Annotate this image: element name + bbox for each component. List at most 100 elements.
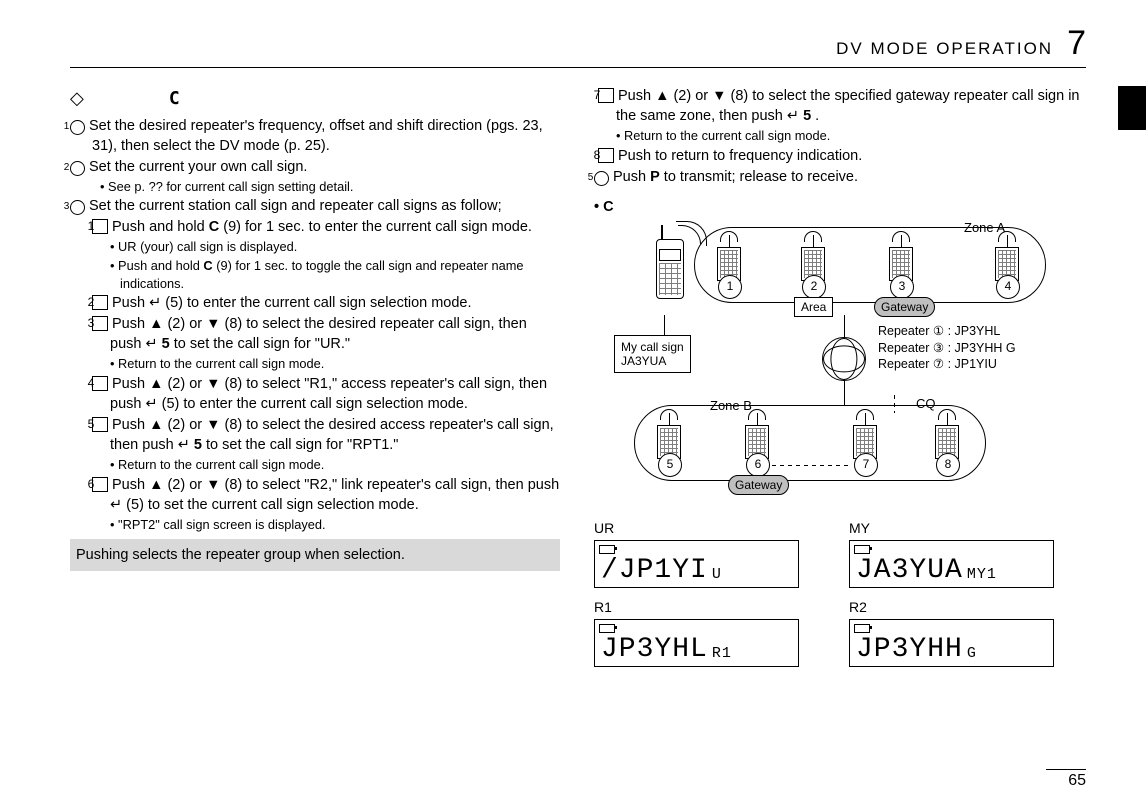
substep-6-note: • "RPT2" call sign screen is displayed. xyxy=(70,516,560,534)
substep-5-note: • Return to the current call sign mode. xyxy=(70,456,560,474)
handset-icon xyxy=(656,239,684,299)
substep-7-b: . xyxy=(811,108,819,124)
node-6: 6 xyxy=(746,453,770,477)
mycall-leader xyxy=(664,315,665,335)
battery-icon xyxy=(854,545,870,554)
lcd-r1-screen: JP3YHL R1 xyxy=(594,619,799,667)
lcd-ur-screen: /JP1YI U xyxy=(594,540,799,588)
bullet-c: • C xyxy=(594,197,1086,217)
substep-8-text: Push to return to frequency indication. xyxy=(618,148,862,164)
gateway-a-label: Gateway xyxy=(874,297,935,318)
key-5a: 5 xyxy=(162,336,170,352)
link-a-globe xyxy=(844,315,845,339)
box-3: 3 xyxy=(92,316,108,331)
lcd-r1-big: JP3YHL xyxy=(601,636,708,664)
lcd-r1: R1 JP3YHL R1 xyxy=(594,598,799,667)
repeater-5-icon xyxy=(654,413,684,459)
battery-icon xyxy=(854,624,870,633)
node-4: 4 xyxy=(996,275,1020,299)
circle-2: 2 xyxy=(70,161,85,176)
substep-3: 3Push ▲ (2) or ▼ (8) to select the desir… xyxy=(70,314,560,354)
substep-6: 6Push ▲ (2) or ▼ (8) to select "R2," lin… xyxy=(70,475,560,515)
step-2: 2 Set the current your own call sign. xyxy=(70,157,560,177)
lcd-my-screen: JA3YUA MY1 xyxy=(849,540,1054,588)
substep-4: 4Push ▲ (2) or ▼ (8) to select "R1," acc… xyxy=(70,374,560,414)
repeater-4-icon xyxy=(992,235,1022,281)
lcd-ur-title: UR xyxy=(594,519,799,538)
node-2: 2 xyxy=(802,275,826,299)
substep-7: 7Push ▲ (2) or ▼ (8) to select the speci… xyxy=(594,86,1086,126)
left-column: ◇ C 1Set the desired repeater's frequenc… xyxy=(70,86,560,667)
substep-8: 8 Push to return to frequency indication. xyxy=(594,146,1086,166)
lcd-ur: UR /JP1YI U xyxy=(594,519,799,588)
gateway-b-label: Gateway xyxy=(728,475,789,496)
substep-5: 5Push ▲ (2) or ▼ (8) to select the desir… xyxy=(70,415,560,455)
substep-1-b: (9) for 1 sec. to enter the current call… xyxy=(219,219,532,235)
subsection-heading: ◇ C xyxy=(70,86,560,112)
rpt-line-1: Repeater ① : JP3YHL xyxy=(878,323,1016,340)
repeater-2-icon xyxy=(798,235,828,281)
node-3: 3 xyxy=(890,275,914,299)
substep-7-note: • Return to the current call sign mode. xyxy=(594,127,1086,145)
battery-icon xyxy=(599,545,615,554)
box-6: 6 xyxy=(92,477,108,492)
page-header: DV MODE OPERATION 7 xyxy=(70,24,1086,68)
right-column: 7 Push ▲ (2) or ▼ (8) to select the speci… xyxy=(594,86,1086,667)
step-2-text: Set the current your own call sign. xyxy=(89,159,307,175)
cq-label: CQ xyxy=(916,395,936,413)
link-globe-b2 xyxy=(770,405,844,406)
lcd-r2-big: JP3YHH xyxy=(856,636,963,664)
step-3: 3 Set the current station call sign and r… xyxy=(70,196,560,216)
circle-1: 1 xyxy=(70,120,85,135)
lcd-my-title: MY xyxy=(849,519,1054,538)
circle-3: 3 xyxy=(70,200,85,215)
substep-3-b: to set the call sign for "UR." xyxy=(170,336,350,352)
substep-5-b: to set the call sign for "RPT1." xyxy=(202,437,398,453)
key-5c: 5 xyxy=(803,108,811,124)
lcd-r2: R2 JP3YHH G xyxy=(849,598,1054,667)
box-5: 5 xyxy=(92,417,108,432)
lcd-r1-title: R1 xyxy=(594,598,799,617)
bullet-c-text: • C xyxy=(594,199,614,215)
node-5: 5 xyxy=(658,453,682,477)
substep-1-a: Push and hold xyxy=(112,219,209,235)
box-8: 8 xyxy=(598,148,614,163)
columns: ◇ C 1Set the desired repeater's frequenc… xyxy=(70,86,1086,667)
substep-7-a: Push ▲ (2) or ▼ (8) to select the specif… xyxy=(616,88,1080,124)
rf-arc-2 xyxy=(676,221,707,246)
box-2: 2 xyxy=(92,295,108,310)
lcd-r2-title: R2 xyxy=(849,598,1054,617)
substep-6-text: Push ▲ (2) or ▼ (8) to select "R2," link… xyxy=(110,477,559,513)
chapter-number: 7 xyxy=(1067,24,1086,63)
lcd-r1-sm: R1 xyxy=(712,646,732,664)
repeater-7-icon xyxy=(850,413,880,459)
box-4: 4 xyxy=(92,376,108,391)
mycall-l1: My call sign xyxy=(621,340,684,354)
substep-1: 1Push and hold C (9) for 1 sec. to enter… xyxy=(70,217,560,237)
footer-note: Pushing selects the repeater group when … xyxy=(70,539,560,571)
repeater-info: Repeater ① : JP3YHL Repeater ③ : JP3YHH … xyxy=(878,323,1016,374)
section-title: DV MODE OPERATION xyxy=(836,39,1053,59)
box-1: 1 xyxy=(92,219,108,234)
substep-1-note2a: • Push and hold xyxy=(110,258,203,273)
repeater-3-icon xyxy=(886,235,916,281)
substep-2: 2Push ↵ (5) to enter the current call si… xyxy=(70,293,560,313)
mycall-l2: JA3YUA xyxy=(621,354,684,368)
rpt-line-3: Repeater ③ : JP3YHH G xyxy=(878,340,1016,357)
heading-c: C xyxy=(169,88,180,109)
rpt-line-7: Repeater ⑦ : JP1YIU xyxy=(878,356,1016,373)
lcd-grid: UR /JP1YI U MY JA3YUA MY1 xyxy=(594,519,1054,668)
zone-diagram: Zone A Zone B CQ 1 2 3 4 xyxy=(594,219,1064,509)
lcd-my-sm: MY1 xyxy=(967,567,997,585)
substep-1-note2: • Push and hold C (9) for 1 sec. to togg… xyxy=(70,257,560,292)
step-5-a: Push xyxy=(613,169,650,185)
repeater-1-icon xyxy=(714,235,744,281)
lcd-my: MY JA3YUA MY1 xyxy=(849,519,1054,588)
page-number: 65 xyxy=(1046,769,1086,790)
key-c2: C xyxy=(203,258,212,273)
node-7: 7 xyxy=(854,453,878,477)
step-1: 1Set the desired repeater's frequency, o… xyxy=(70,116,560,156)
step-3-text: Set the current station call sign and re… xyxy=(89,198,502,214)
step-2-note: • See p. ?? for current call sign settin… xyxy=(70,178,560,196)
step-5: 5Push P to transmit; release to receive. xyxy=(594,167,1086,187)
